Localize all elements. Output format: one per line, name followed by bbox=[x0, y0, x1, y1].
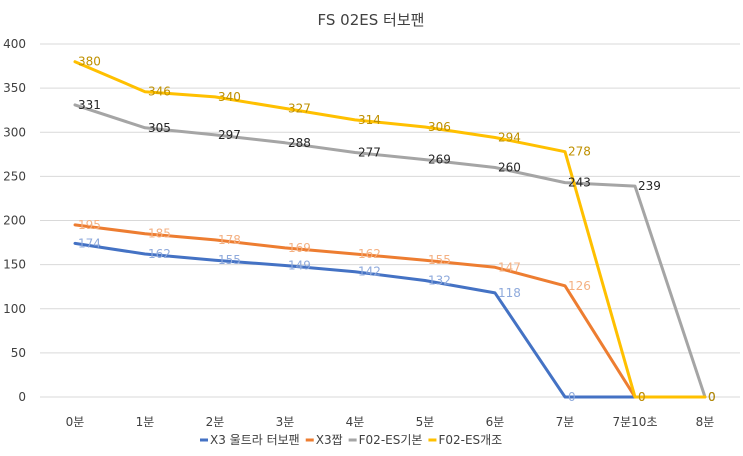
x-tick-label: 4분 bbox=[346, 415, 365, 429]
data-label: 0 bbox=[708, 390, 716, 404]
x-tick-label: 8분 bbox=[696, 415, 715, 429]
data-label: 132 bbox=[428, 274, 451, 288]
data-label: 306 bbox=[428, 120, 451, 134]
y-tick-label: 150 bbox=[3, 258, 26, 272]
data-label: 314 bbox=[358, 113, 381, 127]
data-label: 0 bbox=[638, 390, 646, 404]
data-label: 162 bbox=[358, 247, 381, 261]
grid bbox=[40, 43, 740, 398]
data-label: 297 bbox=[218, 128, 241, 142]
legend-item: F02-ES개조 bbox=[428, 433, 502, 447]
data-label: 327 bbox=[288, 101, 311, 115]
data-label: 331 bbox=[78, 98, 101, 112]
data-label: 277 bbox=[358, 146, 381, 160]
y-tick-label: 250 bbox=[3, 169, 26, 183]
x-tick-label: 7분10초 bbox=[613, 415, 658, 429]
series-layer bbox=[73, 60, 707, 399]
x-tick-label: 6분 bbox=[486, 415, 505, 429]
x-tick-label: 1분 bbox=[136, 415, 155, 429]
legend-item: X3짭 bbox=[305, 433, 343, 447]
y-tick-label: 350 bbox=[3, 81, 26, 95]
data-label: 162 bbox=[148, 247, 171, 261]
data-labels: 174 162 155 149 142 132 118 0 0 195 185 178 169 162 15… bbox=[78, 55, 716, 404]
x-tick-label: 0분 bbox=[66, 415, 85, 429]
data-label: 239 bbox=[638, 179, 661, 193]
x-tick-label: 2분 bbox=[206, 415, 225, 429]
data-label: 380 bbox=[78, 55, 101, 69]
data-label: 269 bbox=[428, 153, 451, 167]
data-label: 278 bbox=[568, 145, 591, 159]
data-label: 305 bbox=[148, 121, 171, 135]
legend-label: F02-ES기본 bbox=[359, 433, 423, 447]
legend-label: F02-ES개조 bbox=[438, 433, 502, 447]
data-label: 178 bbox=[218, 233, 241, 247]
data-label: 288 bbox=[288, 136, 311, 150]
legend-label: X3 울트라 터보팬 bbox=[210, 433, 300, 447]
data-label: 155 bbox=[218, 253, 241, 267]
x-axis: 0분 1분 2분 3분 4분 5분 6분 7분 7분10초 8분 bbox=[66, 415, 715, 429]
data-label: 260 bbox=[498, 161, 521, 175]
data-label: 294 bbox=[498, 131, 521, 145]
data-label: 0 bbox=[708, 390, 716, 404]
legend-label: X3짭 bbox=[316, 433, 343, 447]
x-tick-label: 5분 bbox=[416, 415, 435, 429]
data-label: 0 bbox=[638, 390, 646, 404]
data-label: 147 bbox=[498, 260, 521, 274]
y-tick-label: 400 bbox=[3, 37, 26, 51]
series-line bbox=[73, 60, 707, 399]
data-label: 149 bbox=[288, 259, 311, 273]
data-label: 169 bbox=[288, 241, 311, 255]
data-label: 155 bbox=[428, 253, 451, 267]
data-label: 174 bbox=[78, 236, 101, 250]
series-line bbox=[73, 103, 707, 399]
x-tick-label: 7분 bbox=[556, 415, 575, 429]
data-label: 243 bbox=[568, 176, 591, 190]
legend: X3 울트라 터보팬 X3짭 F02-ES기본 F02-ES개조 bbox=[200, 433, 502, 447]
data-label: 195 bbox=[78, 218, 101, 232]
y-axis: 0 50 100 150 200 250 300 350 400 bbox=[3, 37, 26, 404]
data-label: 142 bbox=[358, 265, 381, 279]
x-tick-label: 3분 bbox=[276, 415, 295, 429]
y-tick-label: 50 bbox=[11, 346, 26, 360]
legend-item: X3 울트라 터보팬 bbox=[200, 433, 300, 447]
y-tick-label: 200 bbox=[3, 214, 26, 228]
series-line bbox=[73, 241, 637, 399]
data-label: 118 bbox=[498, 286, 521, 300]
chart-title: FS 02ES 터보팬 bbox=[318, 11, 425, 29]
legend-item: F02-ES기본 bbox=[348, 433, 423, 447]
data-label: 0 bbox=[568, 390, 576, 404]
y-tick-label: 100 bbox=[3, 302, 26, 316]
data-label: 185 bbox=[148, 227, 171, 241]
data-label: 340 bbox=[218, 90, 241, 104]
data-label: 126 bbox=[568, 279, 591, 293]
y-tick-label: 0 bbox=[18, 390, 26, 404]
series-line bbox=[73, 223, 637, 399]
y-tick-label: 300 bbox=[3, 125, 26, 139]
data-label: 0 bbox=[638, 390, 646, 404]
data-label: 346 bbox=[148, 85, 171, 99]
